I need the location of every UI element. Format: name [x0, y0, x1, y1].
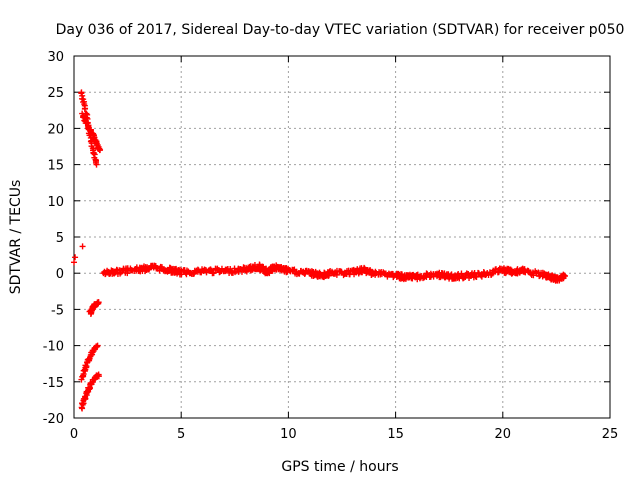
data-point [93, 161, 100, 168]
data-point [458, 270, 465, 277]
y-axis-label: SDTVAR / TECUs [8, 180, 24, 295]
y-tick-label: -10 [43, 340, 64, 355]
data-point [71, 259, 77, 266]
x-tick-label: 0 [70, 427, 78, 442]
data-point [561, 273, 568, 280]
x-tick-label: 10 [280, 427, 297, 442]
x-tick-label: 20 [495, 427, 512, 442]
data-point [94, 342, 101, 349]
data-point [93, 343, 100, 350]
y-tick-label: 25 [47, 86, 64, 101]
y-tick-label: -20 [43, 412, 64, 427]
data-point [210, 269, 217, 276]
data-points [71, 89, 568, 412]
y-tick-label: 20 [47, 122, 64, 137]
grid-lines [74, 56, 610, 418]
data-point [79, 243, 86, 250]
data-point [95, 371, 102, 378]
y-tick-label: 10 [47, 195, 64, 210]
data-point [96, 147, 103, 154]
y-tick-label: -15 [43, 376, 64, 391]
data-point [72, 254, 79, 261]
y-tick-label: -5 [51, 303, 64, 318]
y-tick-label: 15 [47, 159, 64, 174]
x-tick-label: 5 [177, 427, 185, 442]
data-point [207, 266, 214, 273]
axis-ticks: 0 5 10 15 20 25 -20 -15 -10 -5 0 5 10 15 20 25 30 [43, 50, 619, 442]
x-axis-label: GPS time / hours [281, 459, 398, 475]
y-tick-label: 30 [47, 50, 64, 65]
x-tick-label: 25 [602, 427, 619, 442]
chart-title: Day 036 of 2017, Sidereal Day-to-day VTE… [56, 22, 625, 38]
y-tick-label: 5 [56, 231, 64, 246]
data-point [495, 269, 502, 276]
data-point [95, 299, 102, 306]
x-tick-label: 15 [387, 427, 404, 442]
data-point [333, 271, 340, 278]
data-point [473, 273, 480, 280]
y-tick-label: 0 [56, 267, 64, 282]
